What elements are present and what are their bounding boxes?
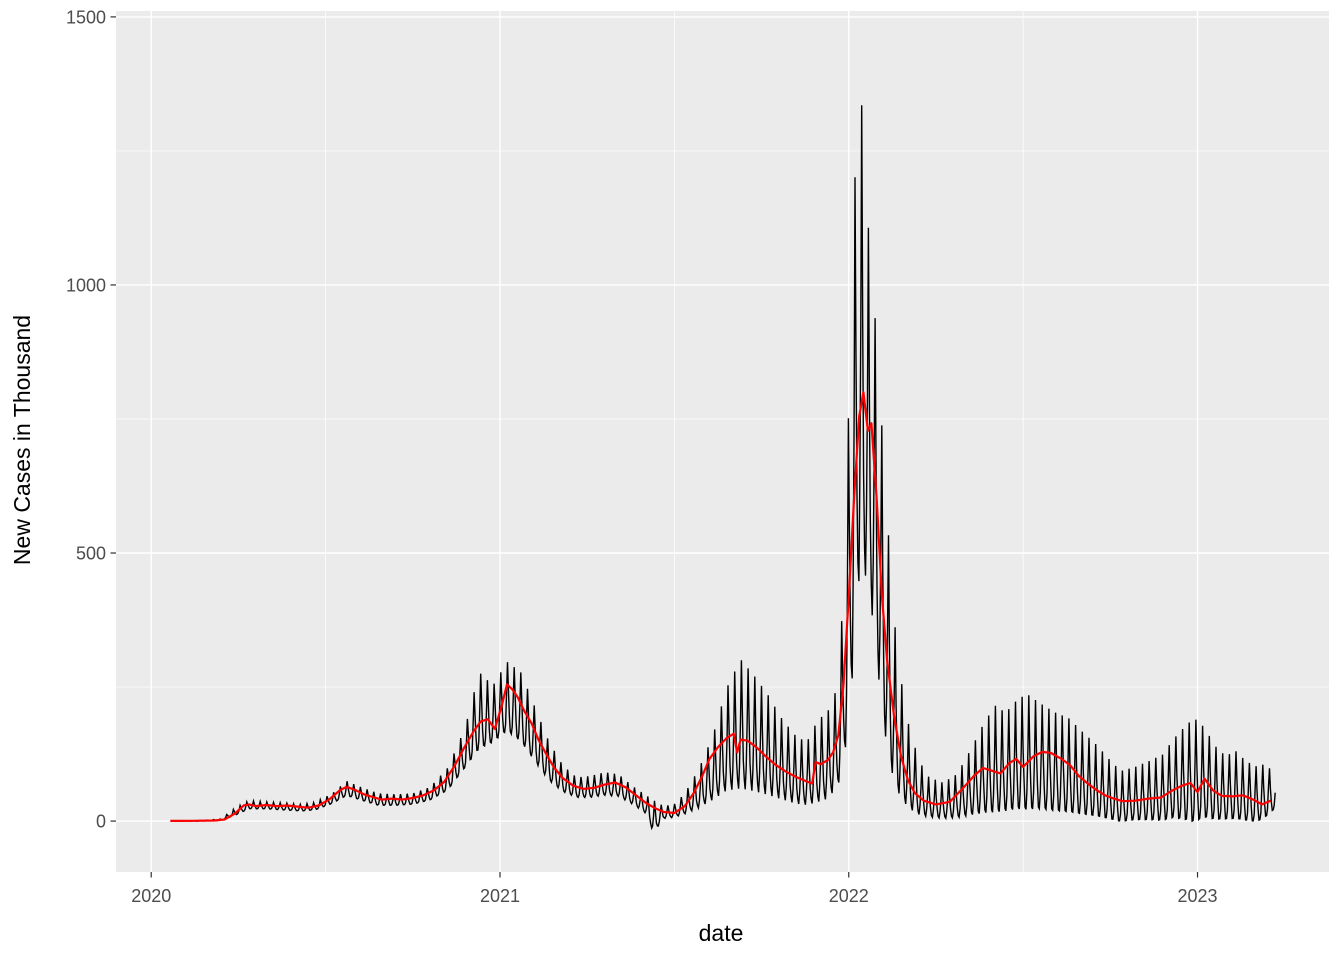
- series-layer: [170, 105, 1276, 831]
- smoothed-average-line: [170, 391, 1272, 822]
- y-tick-label: 1000: [66, 275, 106, 295]
- x-tick-label: 2022: [829, 886, 869, 906]
- y-tick-label: 500: [76, 544, 106, 564]
- gridlines-minor: [116, 11, 1329, 872]
- x-tick-label: 2020: [131, 886, 171, 906]
- axis-ticks: [110, 16, 1199, 878]
- gridlines-major: [116, 11, 1329, 872]
- x-tick-label: 2021: [480, 886, 520, 906]
- axis-tick-labels: 2020 2021 2022 2023 0 500 1000 1500: [66, 7, 1218, 906]
- y-axis-title: New Cases in Thousand: [9, 315, 35, 565]
- x-axis-title: date: [699, 920, 744, 946]
- y-tick-label: 0: [96, 812, 106, 832]
- y-tick-label: 1500: [66, 7, 106, 27]
- x-tick-label: 2023: [1177, 886, 1217, 906]
